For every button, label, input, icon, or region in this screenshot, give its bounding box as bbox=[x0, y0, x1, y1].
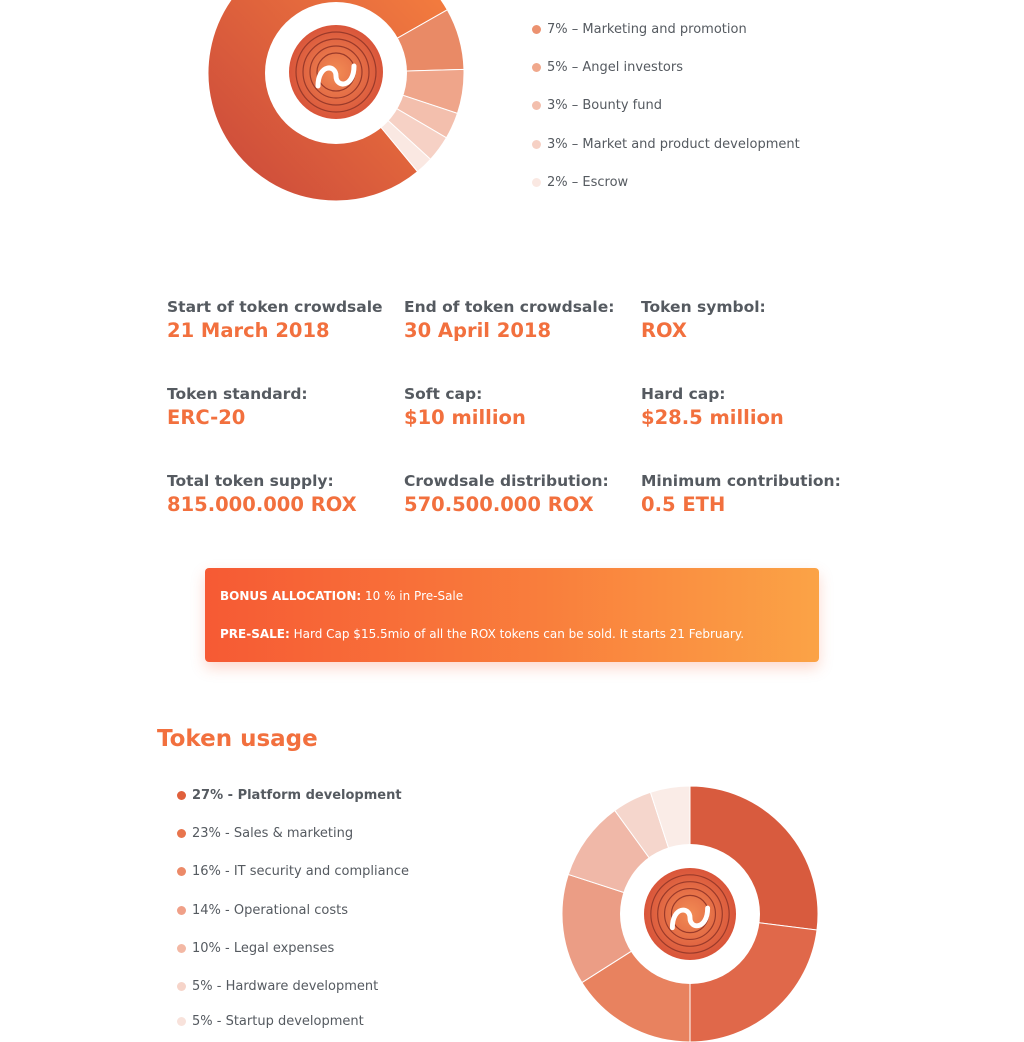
usage-label: 5% - Hardware development bbox=[192, 979, 379, 994]
info-total-supply: Total token supply: 815.000.000 ROX bbox=[167, 471, 397, 518]
legend-dot bbox=[532, 178, 541, 187]
info-soft-cap: Soft cap: $10 million bbox=[404, 384, 634, 431]
legend-dot bbox=[532, 25, 541, 34]
presale-label: PRE-SALE: bbox=[220, 627, 290, 641]
legend-item-marketing: 7% – Marketing and promotion bbox=[532, 22, 747, 37]
info-token-standard: Token standard: ERC-20 bbox=[167, 384, 397, 431]
info-value: 21 March 2018 bbox=[167, 319, 330, 342]
legend-item-angel-investors: 5% – Angel investors bbox=[532, 60, 683, 75]
info-label: Crowdsale distribution: bbox=[404, 472, 609, 490]
info-label: Token standard: bbox=[167, 385, 308, 403]
info-value: 30 April 2018 bbox=[404, 319, 552, 342]
legend-label: 3% – Bounty fund bbox=[547, 98, 662, 113]
legend-item-escrow: 2% – Escrow bbox=[532, 175, 628, 190]
usage-item-security: 16% - IT security and compliance bbox=[177, 864, 409, 879]
bonus-allocation-text: 10 % in Pre-Sale bbox=[361, 589, 464, 603]
info-token-symbol: Token symbol: ROX bbox=[641, 297, 871, 344]
bonus-allocation-line: BONUS ALLOCATION: 10 % in Pre-Sale bbox=[220, 589, 463, 603]
usage-label: 10% - Legal expenses bbox=[192, 941, 335, 956]
info-value: ROX bbox=[641, 319, 687, 342]
info-value: $28.5 million bbox=[641, 406, 784, 429]
info-value: ERC-20 bbox=[167, 406, 246, 429]
info-hard-cap: Hard cap: $28.5 million bbox=[641, 384, 871, 431]
legend-dot bbox=[177, 944, 186, 953]
info-end-crowdsale: End of token crowdsale: 30 April 2018 bbox=[404, 297, 634, 344]
legend-label: 5% – Angel investors bbox=[547, 60, 683, 75]
rox-logo-icon bbox=[289, 25, 383, 119]
legend-item-market-product: 3% – Market and product development bbox=[532, 137, 800, 152]
info-label: End of token crowdsale: bbox=[404, 298, 615, 316]
info-value: 0.5 ETH bbox=[641, 493, 726, 516]
legend-dot bbox=[177, 982, 186, 991]
info-label: Start of token crowdsale bbox=[167, 298, 383, 316]
legend-item-bounty-fund: 3% – Bounty fund bbox=[532, 98, 662, 113]
info-label: Hard cap: bbox=[641, 385, 726, 403]
info-label: Soft cap: bbox=[404, 385, 483, 403]
bonus-allocation-label: BONUS ALLOCATION: bbox=[220, 589, 362, 603]
usage-label: 14% - Operational costs bbox=[192, 903, 348, 918]
legend-dot bbox=[532, 140, 541, 149]
legend-dot bbox=[177, 867, 186, 876]
usage-label: 23% - Sales & marketing bbox=[192, 826, 354, 841]
legend-dot bbox=[177, 829, 186, 838]
info-value: 815.000.000 ROX bbox=[167, 493, 357, 516]
usage-item-platform: 27% - Platform development bbox=[177, 788, 402, 803]
legend-dot bbox=[177, 1017, 186, 1026]
legend-label: 3% – Market and product development bbox=[547, 137, 800, 152]
usage-item-sales: 23% - Sales & marketing bbox=[177, 826, 353, 841]
usage-item-startup: 5% - Startup development bbox=[177, 1014, 364, 1029]
usage-label: 27% - Platform development bbox=[192, 788, 402, 803]
usage-item-hardware: 5% - Hardware development bbox=[177, 979, 378, 994]
presale-line: PRE-SALE: Hard Cap $15.5mio of all the R… bbox=[220, 627, 744, 641]
usage-item-legal: 10% - Legal expenses bbox=[177, 941, 334, 956]
info-value: $10 million bbox=[404, 406, 526, 429]
info-label: Total token supply: bbox=[167, 472, 334, 490]
bonus-banner: BONUS ALLOCATION: 10 % in Pre-Sale PRE-S… bbox=[205, 568, 819, 662]
usage-label: 16% - IT security and compliance bbox=[192, 864, 409, 879]
legend-dot bbox=[532, 101, 541, 110]
presale-text: Hard Cap $15.5mio of all the ROX tokens … bbox=[289, 627, 745, 641]
token-usage-title: Token usage bbox=[157, 726, 318, 752]
info-value: 570.500.000 ROX bbox=[404, 493, 594, 516]
legend-dot bbox=[177, 791, 186, 800]
legend-dot bbox=[532, 63, 541, 72]
info-label: Minimum contribution: bbox=[641, 472, 841, 490]
info-crowdsale-distribution: Crowdsale distribution: 570.500.000 ROX bbox=[404, 471, 634, 518]
usage-item-operational: 14% - Operational costs bbox=[177, 903, 348, 918]
usage-label: 5% - Startup development bbox=[192, 1014, 364, 1029]
info-start-crowdsale: Start of token crowdsale 21 March 2018 bbox=[167, 297, 397, 344]
legend-label: 2% – Escrow bbox=[547, 175, 629, 190]
legend-label: 7% – Marketing and promotion bbox=[547, 22, 747, 37]
info-label: Token symbol: bbox=[641, 298, 766, 316]
legend-dot bbox=[177, 906, 186, 915]
rox-logo-icon bbox=[643, 867, 737, 961]
token-usage-donut-chart bbox=[561, 785, 819, 1042]
info-minimum-contribution: Minimum contribution: 0.5 ETH bbox=[641, 471, 871, 518]
